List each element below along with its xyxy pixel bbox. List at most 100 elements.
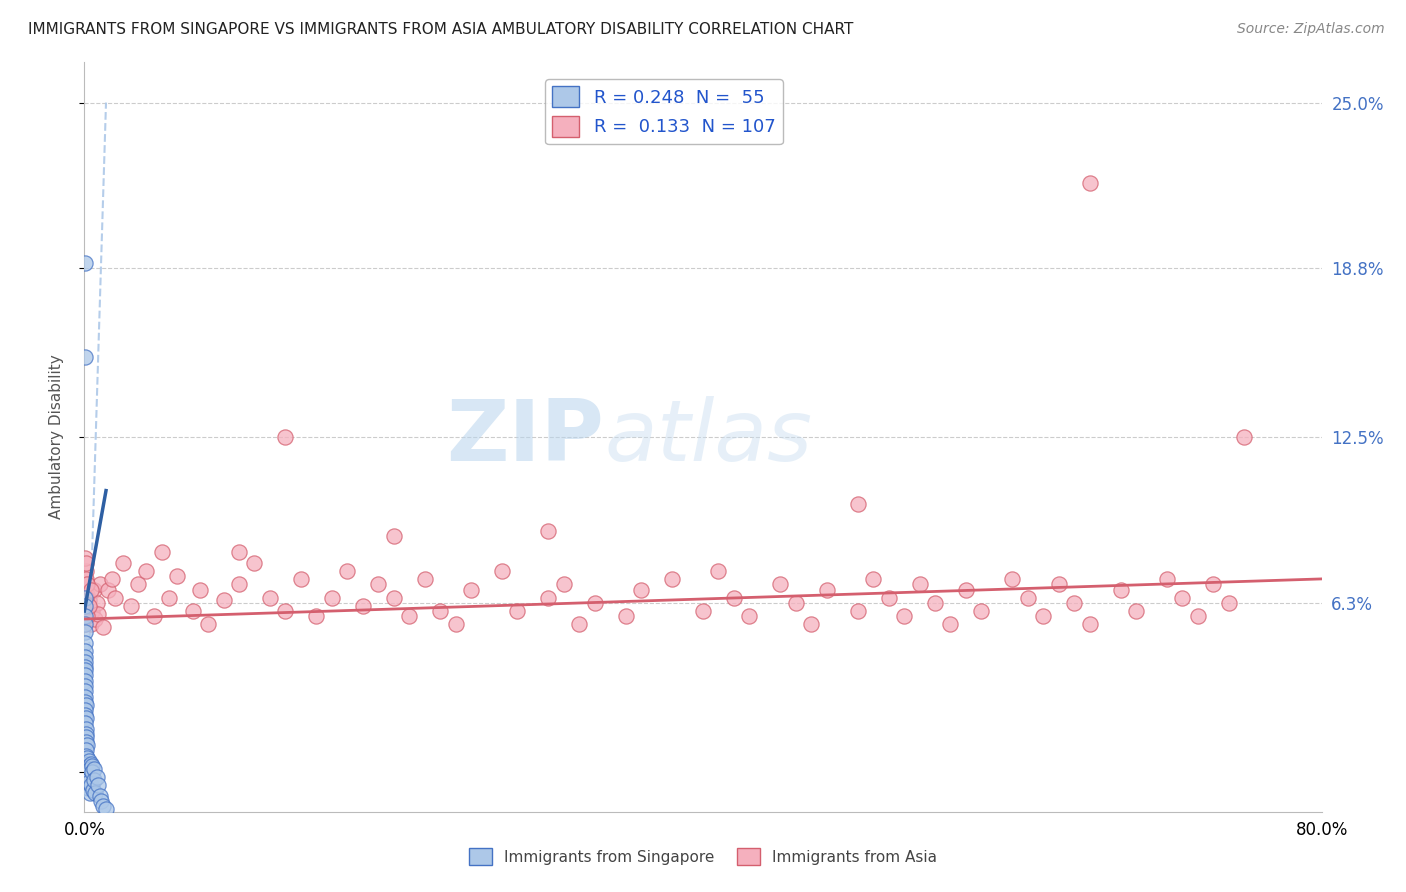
Point: [382, 529, 405, 543]
Point: [75, 690, 97, 704]
Point: [1109, 582, 1132, 597]
Point: [75, 550, 97, 565]
Point: [89, 789, 111, 803]
Point: [290, 572, 312, 586]
Point: [86, 596, 108, 610]
Point: [77, 609, 100, 624]
Point: [75, 684, 97, 698]
Point: [321, 591, 343, 605]
Point: [1032, 609, 1054, 624]
Point: [75, 711, 97, 725]
Point: [73, 591, 96, 605]
Point: [73, 617, 96, 632]
Point: [76, 762, 98, 776]
Point: [75, 556, 97, 570]
Point: [73, 708, 96, 723]
Legend: Immigrants from Singapore, Immigrants from Asia: Immigrants from Singapore, Immigrants fr…: [463, 842, 943, 871]
Point: [75, 727, 97, 741]
Point: [568, 617, 591, 632]
Point: [1063, 596, 1085, 610]
Point: [143, 609, 166, 624]
Point: [305, 609, 328, 624]
Point: [75, 599, 97, 613]
Point: [815, 582, 838, 597]
Text: atlas: atlas: [605, 395, 813, 479]
Point: [243, 556, 266, 570]
Point: [398, 609, 420, 624]
Point: [73, 609, 96, 624]
Point: [82, 604, 104, 618]
Point: [1047, 577, 1070, 591]
Point: [228, 545, 250, 559]
Point: [1233, 430, 1256, 444]
Point: [707, 564, 730, 578]
Point: [1078, 176, 1101, 190]
Point: [127, 577, 149, 591]
Point: [76, 756, 98, 771]
Point: [188, 582, 211, 597]
Point: [444, 617, 467, 632]
Point: [75, 735, 97, 749]
Point: [630, 582, 652, 597]
Point: [181, 604, 204, 618]
Point: [79, 762, 101, 776]
Point: [73, 644, 96, 658]
Point: [75, 695, 97, 709]
Point: [159, 591, 180, 605]
Point: [79, 786, 101, 800]
Point: [73, 679, 96, 693]
Point: [955, 582, 977, 597]
Point: [166, 569, 188, 583]
Point: [877, 591, 900, 605]
Point: [73, 256, 96, 270]
Point: [367, 577, 389, 591]
Point: [893, 609, 915, 624]
Point: [75, 748, 97, 763]
Point: [583, 596, 606, 610]
Point: [77, 780, 100, 795]
Point: [83, 582, 105, 597]
Point: [82, 759, 104, 773]
Point: [73, 655, 96, 669]
Point: [553, 577, 575, 591]
Point: [970, 604, 993, 618]
Point: [86, 770, 108, 784]
Point: [75, 564, 97, 578]
Point: [75, 604, 97, 618]
Text: IMMIGRANTS FROM SINGAPORE VS IMMIGRANTS FROM ASIA AMBULATORY DISABILITY CORRELAT: IMMIGRANTS FROM SINGAPORE VS IMMIGRANTS …: [28, 22, 853, 37]
Point: [614, 609, 637, 624]
Point: [274, 430, 297, 444]
Point: [84, 786, 107, 800]
Point: [87, 778, 110, 792]
Point: [862, 572, 884, 586]
Point: [77, 599, 100, 613]
Point: [104, 591, 127, 605]
Point: [75, 730, 97, 744]
Point: [75, 572, 97, 586]
Point: [491, 564, 513, 578]
Point: [1171, 591, 1194, 605]
Point: [75, 591, 97, 605]
Point: [723, 591, 745, 605]
Point: [1156, 572, 1178, 586]
Point: [1078, 617, 1101, 632]
Point: [537, 524, 560, 538]
Point: [77, 593, 100, 607]
Point: [413, 572, 436, 586]
Point: [79, 582, 101, 597]
Point: [101, 572, 124, 586]
Point: [77, 754, 100, 768]
Point: [228, 577, 250, 591]
Point: [80, 778, 103, 792]
Point: [79, 775, 101, 789]
Point: [94, 802, 117, 816]
Point: [846, 497, 869, 511]
Point: [76, 751, 98, 765]
Point: [135, 564, 157, 578]
Point: [73, 609, 96, 624]
Point: [785, 596, 807, 610]
Point: [76, 772, 98, 787]
Point: [846, 604, 869, 618]
Point: [80, 764, 103, 779]
Point: [506, 604, 529, 618]
